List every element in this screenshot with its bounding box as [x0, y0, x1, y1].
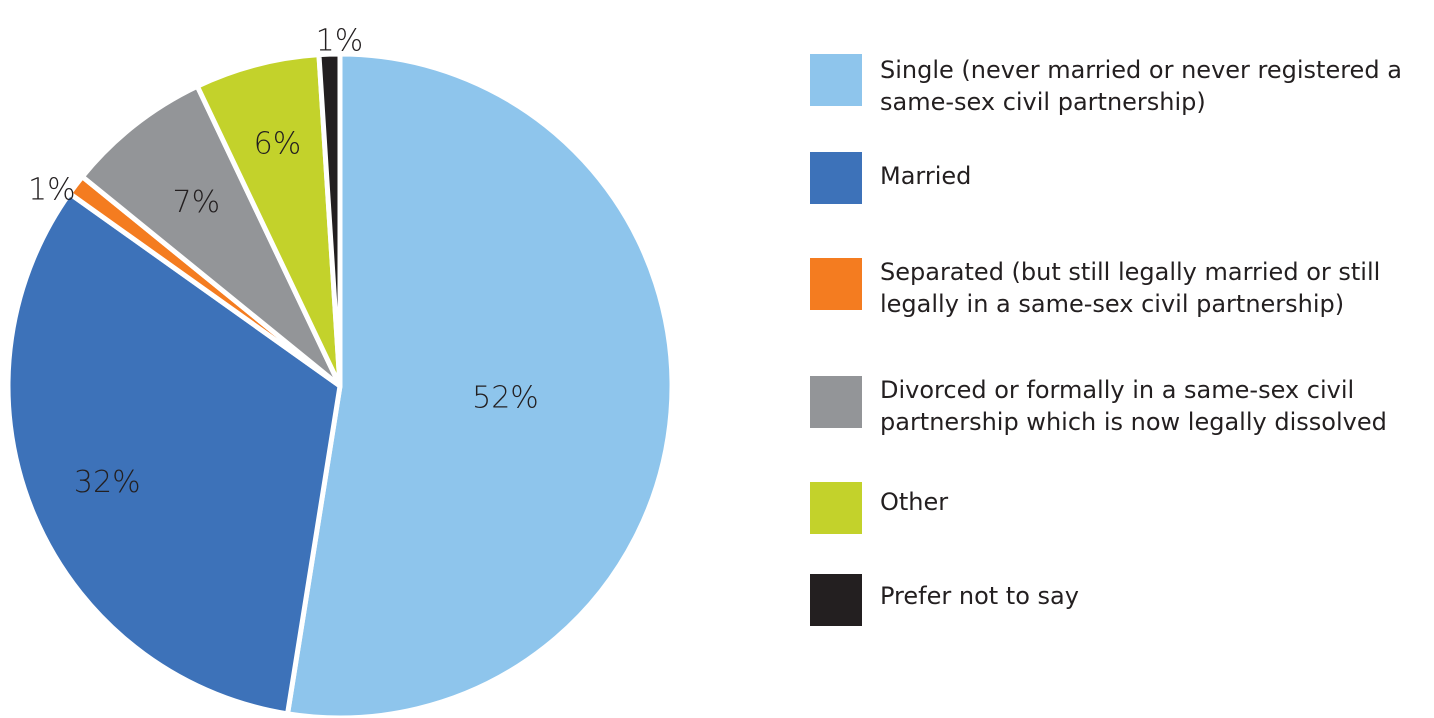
legend-label: Prefer not to say [880, 582, 1079, 610]
slice-label-prefer-not-to-say: 1% [316, 24, 364, 59]
legend-label: Divorced or formally in a same-sex civil… [880, 376, 1387, 436]
legend-label: Single (never married or never registere… [880, 56, 1402, 116]
pie-slices [5, 51, 675, 718]
pie-chart: 52% 32% 1% 7% 6% 1% [5, 24, 675, 718]
legend-swatch [810, 574, 862, 626]
legend-swatch [810, 54, 862, 106]
pie-slice-divorced-or-formally-in-a-same-sex-civil-partnership-which-is-now-legally-dissolved [79, 83, 343, 389]
pie-slice-married [5, 190, 343, 717]
legend-swatch [810, 482, 862, 534]
pie-slice-single [285, 51, 675, 718]
legend-label: Separated (but still legally married or … [880, 258, 1381, 318]
slice-label-divorced-or-formally-in-a-same-sex-civil-partnership-which-is-now-legally-dissolved: 7% [173, 185, 221, 220]
legend-label: Other [880, 488, 949, 516]
slice-label-separated: 1% [28, 172, 76, 207]
slice-label-married: 32% [74, 465, 141, 500]
pie-slice-prefer-not-to-say [316, 51, 343, 389]
legend-swatch [810, 376, 862, 428]
slice-label-single: 52% [472, 381, 539, 416]
legend-swatch [810, 258, 862, 310]
pie-slice-labels: 52% 32% 1% 7% 6% 1% [28, 24, 539, 500]
slice-label-other: 6% [254, 126, 302, 161]
legend-swatch [810, 152, 862, 204]
legend-label: Married [880, 162, 972, 190]
